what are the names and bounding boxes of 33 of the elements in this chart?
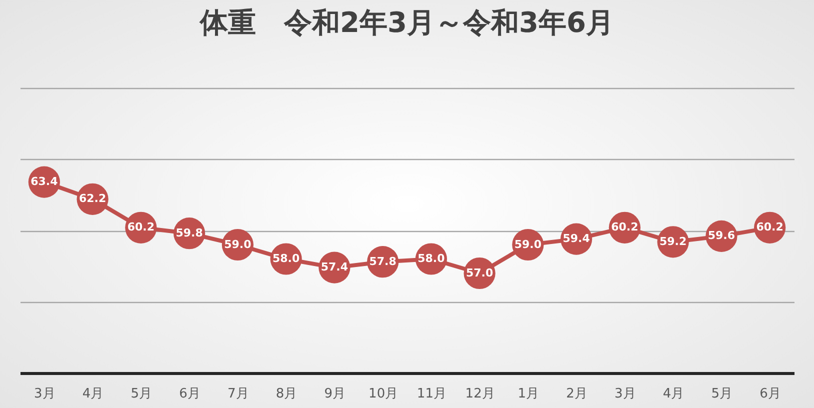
data-label: 59.6 bbox=[708, 229, 736, 242]
x-tick-label: 11月 bbox=[416, 386, 446, 402]
x-tick-label: 6月 bbox=[179, 386, 200, 402]
x-tick-label: 12月 bbox=[465, 386, 495, 402]
data-label: 60.2 bbox=[611, 220, 638, 234]
data-label: 57.8 bbox=[369, 254, 396, 268]
x-tick-label: 9月 bbox=[324, 386, 346, 402]
data-label: 57.4 bbox=[320, 260, 348, 274]
data-label: 59.4 bbox=[562, 232, 590, 246]
x-tick-label: 6月 bbox=[760, 386, 781, 402]
data-label: 62.2 bbox=[78, 192, 106, 206]
x-tick-label: 5月 bbox=[711, 386, 733, 402]
chart-title: 体重 令和2年3月～令和3年6月 bbox=[199, 6, 614, 39]
x-tick-label: 3月 bbox=[614, 386, 636, 402]
x-tick-label: 8月 bbox=[276, 386, 298, 402]
x-tick-label: 1月 bbox=[518, 386, 540, 402]
x-tick-label: 3月 bbox=[34, 386, 56, 402]
data-label: 58.0 bbox=[418, 252, 446, 265]
x-tick-label: 4月 bbox=[82, 386, 104, 402]
x-tick-label: 4月 bbox=[662, 386, 684, 402]
data-label: 59.0 bbox=[224, 238, 252, 251]
data-label: 60.2 bbox=[127, 220, 155, 234]
data-label: 60.2 bbox=[756, 220, 784, 234]
data-label: 59.2 bbox=[659, 234, 687, 248]
x-tick-label: 7月 bbox=[228, 386, 249, 402]
data-label: 58.0 bbox=[272, 252, 300, 265]
data-label: 59.0 bbox=[514, 238, 542, 251]
data-label: 57.0 bbox=[466, 266, 494, 280]
data-label: 59.8 bbox=[176, 226, 203, 240]
x-tick-label: 2月 bbox=[566, 386, 588, 402]
x-tick-label: 10月 bbox=[368, 386, 398, 402]
x-tick-label: 5月 bbox=[130, 386, 152, 402]
data-label: 63.4 bbox=[30, 175, 58, 188]
